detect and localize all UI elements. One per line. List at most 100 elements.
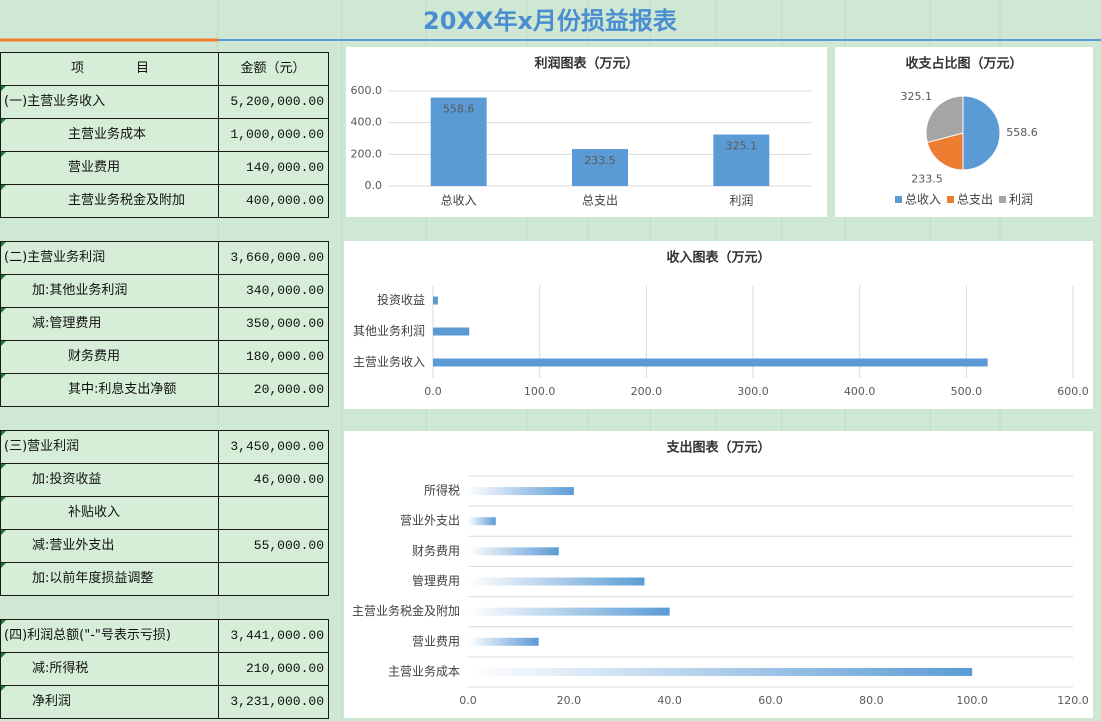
cell-marker — [1, 275, 6, 280]
table-cell — [218, 652, 329, 686]
table-cell — [0, 685, 219, 719]
table-cell — [218, 118, 329, 152]
cell-marker — [1, 620, 6, 625]
y-tick-label: 投资收益 — [377, 292, 425, 307]
amount: 3,231,000.00 — [230, 694, 324, 709]
cell-marker — [1, 431, 6, 436]
data-label: 325.1 — [726, 140, 758, 153]
table-cell — [218, 562, 329, 596]
cell-marker — [1, 119, 6, 124]
y-tick-label: 所得税 — [424, 483, 460, 498]
table-cell — [218, 619, 329, 653]
item-label: (二)主营业务利润 — [4, 249, 105, 265]
amount: 350,000.00 — [246, 316, 324, 331]
x-tick-label: 利润 — [729, 194, 753, 208]
cell-marker — [1, 530, 6, 535]
cell-marker — [1, 497, 6, 502]
bar — [433, 358, 988, 367]
y-tick-label: 400.0 — [351, 116, 383, 129]
table-cell — [218, 463, 329, 497]
legend-label: 总支出 — [957, 193, 993, 207]
table-cell — [0, 496, 219, 530]
amount: 400,000.00 — [246, 193, 324, 208]
data-label: 233.5 — [584, 154, 616, 167]
data-label: 558.6 — [1006, 126, 1038, 139]
pie-slice — [926, 132, 964, 171]
table-cell — [0, 184, 219, 218]
chart-panel — [346, 47, 827, 217]
chart-title: 收支占比图（万元） — [905, 56, 1022, 72]
legend-swatch — [947, 196, 955, 203]
item-label: 主营业务成本 — [68, 126, 146, 142]
legend-label: 总收入 — [905, 193, 941, 207]
amount: 3,450,000.00 — [230, 439, 324, 454]
y-tick-label: 主营业务税金及附加 — [352, 603, 460, 618]
x-tick-label: 100.0 — [524, 385, 556, 398]
y-tick-label: 主营业务成本 — [388, 663, 460, 678]
table-cell — [0, 151, 219, 185]
x-tick-label: 600.0 — [1057, 385, 1089, 398]
charts: 利润图表（万元） 0.0 200.0 400.0 600.0 558.6 总收入 233.5 总… — [344, 47, 1093, 718]
cell-marker — [1, 308, 6, 313]
y-tick-label: 600.0 — [351, 84, 383, 97]
y-tick-label: 营业费用 — [412, 634, 460, 648]
cell-marker — [1, 686, 6, 691]
chart-title: 利润图表（万元） — [534, 56, 638, 72]
cell-marker — [1, 374, 6, 379]
table-cell — [0, 307, 219, 341]
cell-marker — [1, 242, 6, 247]
item-label: 主营业务税金及附加 — [68, 192, 185, 208]
table-cell — [218, 496, 329, 530]
x-tick-label: 40.0 — [657, 694, 682, 707]
table-cell — [218, 184, 329, 218]
amount: 55,000.00 — [254, 538, 324, 553]
chart-title: 支出图表（万元） — [665, 440, 770, 456]
bar — [468, 517, 496, 526]
x-tick-label: 400.0 — [844, 385, 876, 398]
item-label: 营业费用 — [68, 160, 120, 175]
bar — [713, 134, 770, 186]
cell-marker — [1, 341, 6, 346]
bar — [430, 97, 487, 186]
table-cell — [0, 241, 219, 275]
item-label: 减:管理费用 — [32, 316, 101, 331]
item-label: 加:其他业务利润 — [32, 282, 127, 298]
item-label: 财务费用 — [68, 348, 120, 364]
table-cell — [218, 373, 329, 407]
pie-slice — [962, 95, 1001, 171]
y-tick-label: 0.0 — [365, 179, 383, 192]
item-label: (三)营业利润 — [4, 439, 79, 454]
bar — [468, 487, 574, 496]
x-tick-label: 100.0 — [956, 694, 988, 707]
amount: 140,000.00 — [246, 160, 324, 175]
x-tick-label: 总收入 — [441, 194, 477, 208]
data-label: 233.5 — [911, 173, 943, 186]
bar — [468, 577, 645, 586]
amount: 46,000.00 — [254, 472, 324, 487]
y-tick-label: 200.0 — [351, 147, 383, 160]
data-label: 325.1 — [901, 90, 933, 103]
item-label: 加:以前年度损益调整 — [32, 570, 153, 586]
table-cell — [218, 307, 329, 341]
bar — [468, 547, 559, 556]
table-header: 金额（元） — [240, 60, 305, 76]
table-cell — [0, 652, 219, 686]
item-label: (一)主营业务收入 — [4, 93, 105, 109]
table-cell — [218, 241, 329, 275]
legend-swatch — [999, 196, 1007, 203]
amount: 20,000.00 — [254, 382, 324, 397]
chart-panel — [344, 241, 1093, 409]
bar — [468, 667, 973, 676]
bar — [433, 296, 438, 305]
item-label: 净利润 — [32, 694, 71, 709]
item-label: 补贴收入 — [68, 505, 120, 520]
bar — [433, 327, 470, 336]
x-tick-label: 120.0 — [1057, 694, 1089, 707]
cell-marker — [1, 86, 6, 91]
legend-swatch — [895, 196, 902, 203]
cell-marker — [1, 563, 6, 568]
y-tick-label: 其他业务利润 — [353, 323, 425, 338]
table-cell — [218, 529, 329, 563]
cell-marker — [1, 464, 6, 469]
table-cell — [0, 373, 219, 407]
